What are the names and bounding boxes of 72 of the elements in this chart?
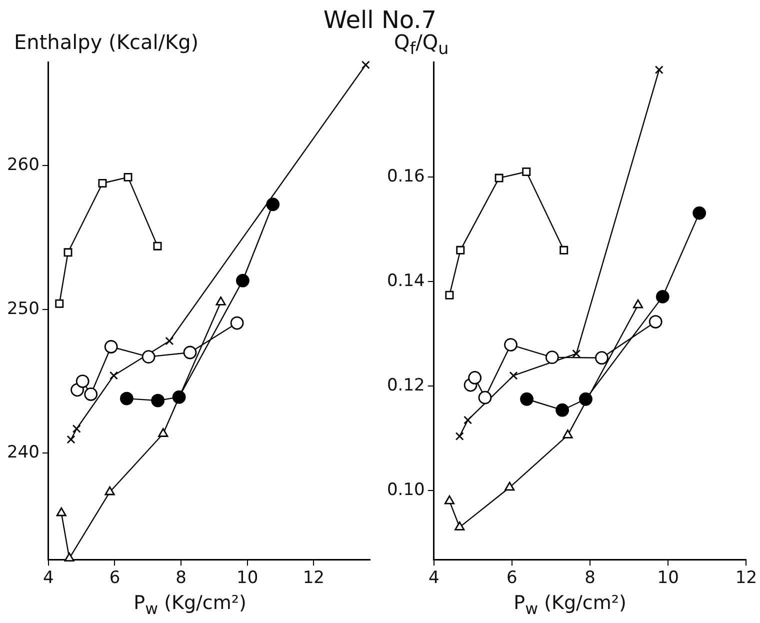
point	[579, 392, 592, 406]
point	[110, 371, 118, 380]
point	[230, 316, 244, 330]
y-tick-label: 250	[6, 298, 40, 319]
point	[66, 435, 76, 444]
point	[236, 274, 250, 288]
point	[165, 336, 174, 346]
point	[55, 299, 64, 308]
x-tick-label: 8	[176, 568, 186, 588]
point	[456, 246, 465, 254]
point	[454, 521, 465, 530]
point	[124, 172, 132, 182]
point	[361, 60, 370, 70]
point	[504, 338, 518, 352]
x-tick-label: 6	[506, 568, 518, 588]
point	[142, 350, 156, 364]
x-axis-title: P$_{w}$ (Kg/cm²)	[512, 592, 628, 618]
y-tick-label: 260	[6, 154, 40, 175]
x-tick-label: 12	[302, 568, 324, 588]
point	[104, 340, 118, 354]
point	[520, 392, 534, 406]
point	[153, 242, 162, 250]
y-tick-label: 0.14	[386, 270, 425, 291]
point	[595, 351, 608, 365]
point	[216, 296, 226, 306]
point	[120, 392, 134, 406]
point	[183, 346, 197, 360]
point	[633, 299, 644, 308]
point	[64, 552, 74, 562]
x-tick-label: 10	[657, 568, 679, 588]
point	[468, 371, 482, 384]
x-tick-label: 10	[236, 568, 258, 588]
x-axis-title: P$_{w}$ (Kg/cm²)	[132, 592, 248, 618]
point	[444, 495, 454, 504]
x-tick-label: 12	[735, 568, 758, 588]
y-tick-label: 0.10	[386, 480, 425, 500]
point	[158, 428, 168, 437]
point	[104, 486, 115, 496]
point	[654, 66, 664, 74]
y-tick-label: 240	[6, 442, 40, 463]
point	[494, 174, 504, 182]
point	[572, 349, 581, 358]
point	[478, 390, 492, 404]
point	[656, 290, 670, 304]
point	[98, 179, 107, 188]
point	[72, 424, 81, 433]
x-tick-label: 4	[428, 568, 440, 588]
point	[64, 248, 72, 257]
x-tick-label: 4	[43, 568, 54, 588]
y-axis-title: Enthalpy (Kcal/Kg)	[14, 30, 199, 54]
point	[151, 394, 165, 408]
point	[545, 350, 559, 364]
x-tick-label: 8	[584, 568, 596, 588]
point	[56, 507, 66, 516]
point	[562, 430, 573, 438]
point	[509, 371, 518, 380]
point	[445, 290, 454, 300]
point	[522, 168, 531, 176]
point	[560, 246, 568, 254]
point	[84, 388, 98, 401]
point	[266, 198, 280, 212]
x-tick-label: 6	[109, 568, 120, 588]
point	[76, 374, 90, 388]
point	[692, 206, 706, 220]
y-tick-label: 0.16	[386, 166, 425, 186]
point	[172, 390, 186, 404]
point	[504, 482, 515, 491]
point	[464, 416, 472, 424]
point	[556, 403, 569, 417]
point	[455, 432, 464, 440]
y-tick-label: 0.12	[386, 375, 425, 396]
point	[648, 315, 662, 328]
